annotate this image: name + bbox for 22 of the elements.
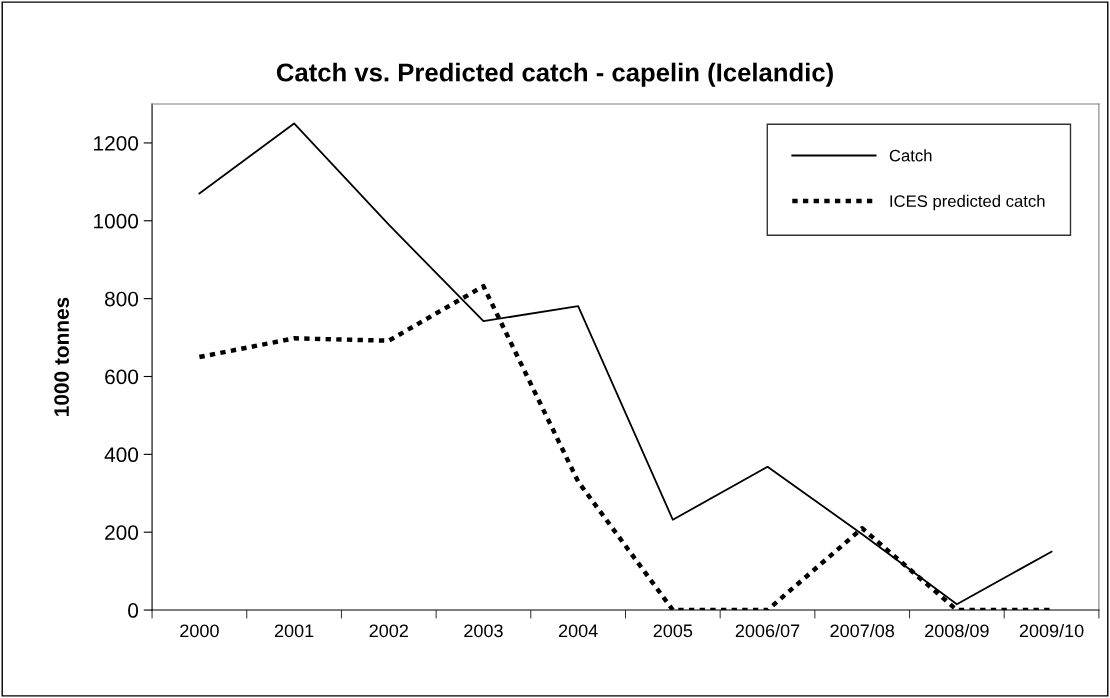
x-tick-label: 2004: [558, 624, 598, 638]
y-tick-label: 800: [105, 291, 139, 307]
x-tick-label: 2005: [653, 624, 693, 638]
legend-label: Catch: [889, 149, 932, 162]
y-tick-label: 400: [104, 447, 139, 463]
x-tick-label: 2000: [180, 624, 219, 638]
y-tick-label: 0: [128, 603, 139, 618]
x-tick-label: 2007/08: [830, 623, 895, 638]
line-series: [198, 122, 1053, 606]
x-tick-label: 2009/10: [1019, 623, 1084, 638]
legend-label: ICES predicted catch: [890, 194, 1045, 211]
y-tick-label: 200: [105, 525, 139, 540]
chart-title: Catch vs. Predicted catch - capelin (Icelandic): [276, 62, 833, 87]
y-axis-title: 1000 tonnes: [54, 297, 69, 416]
y-tick-label: 1200: [94, 135, 139, 151]
x-tick-label: 2002: [369, 624, 408, 638]
x-tick-label: 2003: [464, 624, 503, 638]
y-tick-label: 600: [105, 369, 139, 385]
x-tick-label: 2008/09: [925, 623, 989, 638]
x-tick-label: 2001: [274, 624, 314, 638]
x-tick-label: 2006/07: [735, 623, 800, 638]
y-tick-label: 1000: [94, 213, 139, 229]
